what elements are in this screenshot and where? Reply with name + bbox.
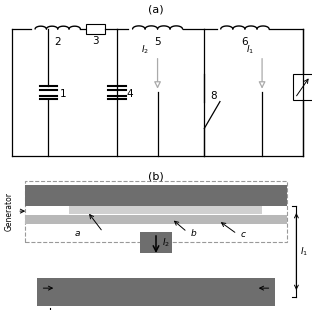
Bar	[37, 278, 275, 306]
Text: $3$: $3$	[92, 33, 100, 46]
Text: $6$: $6$	[241, 35, 249, 46]
Text: $c$: $c$	[240, 230, 247, 239]
Bar	[69, 206, 262, 214]
Text: (b): (b)	[148, 171, 164, 181]
Bar	[25, 215, 287, 224]
Text: $b$: $b$	[190, 227, 197, 237]
Text: $8$: $8$	[210, 89, 218, 101]
Text: $I_1$: $I_1$	[300, 245, 308, 258]
Text: $I_2$: $I_2$	[141, 43, 149, 56]
Text: $5$: $5$	[154, 35, 161, 46]
Bar	[140, 232, 172, 253]
Text: $a$: $a$	[74, 229, 81, 238]
Bar	[86, 24, 105, 34]
Bar	[25, 181, 287, 241]
Bar	[25, 185, 287, 206]
Text: $I_2$: $I_2$	[162, 237, 170, 249]
Bar	[293, 74, 312, 100]
Text: $I_1$: $I_1$	[246, 43, 254, 56]
Text: $2$: $2$	[54, 35, 61, 46]
Text: $1$: $1$	[59, 86, 67, 99]
Text: $4$: $4$	[126, 86, 134, 99]
Bar	[25, 217, 287, 220]
Text: (a): (a)	[148, 4, 164, 15]
Text: Generator: Generator	[5, 192, 14, 231]
